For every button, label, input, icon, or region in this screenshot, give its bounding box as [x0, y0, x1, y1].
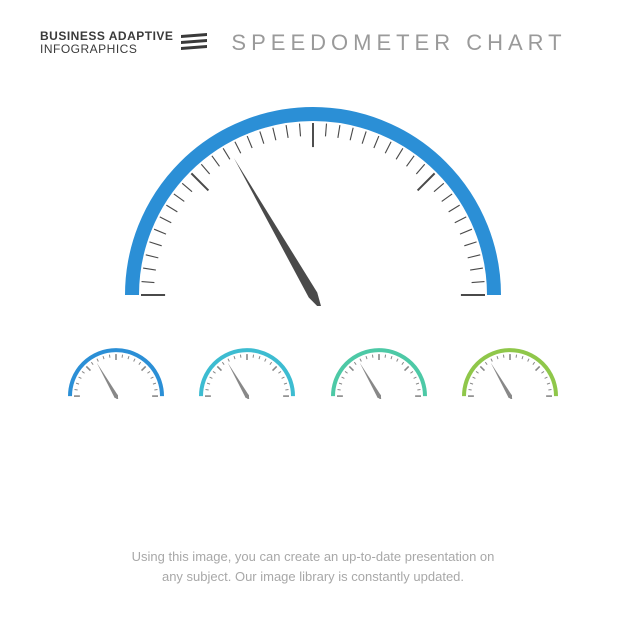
header: BUSINESS ADAPTIVE INFOGRAPHICS SPEEDOMET…: [0, 0, 626, 66]
main-speedometer: [123, 86, 503, 311]
footer-line2: any subject. Our image library is consta…: [60, 567, 566, 587]
footer-line1: Using this image, you can create an up-t…: [60, 547, 566, 567]
small-speedometer-3: [329, 341, 429, 404]
stripes-icon: [181, 33, 207, 53]
brand: BUSINESS ADAPTIVE INFOGRAPHICS: [40, 30, 207, 56]
small-gauges-row: [0, 341, 626, 404]
brand-text: BUSINESS ADAPTIVE INFOGRAPHICS: [40, 30, 173, 56]
page-title: SPEEDOMETER CHART: [231, 30, 566, 56]
footer-text: Using this image, you can create an up-t…: [0, 547, 626, 586]
brand-line2: INFOGRAPHICS: [40, 43, 173, 56]
small-speedometer-1: [66, 341, 166, 404]
small-speedometer-2: [197, 341, 297, 404]
small-speedometer-4: [460, 341, 560, 404]
main-gauge-container: [0, 86, 626, 311]
